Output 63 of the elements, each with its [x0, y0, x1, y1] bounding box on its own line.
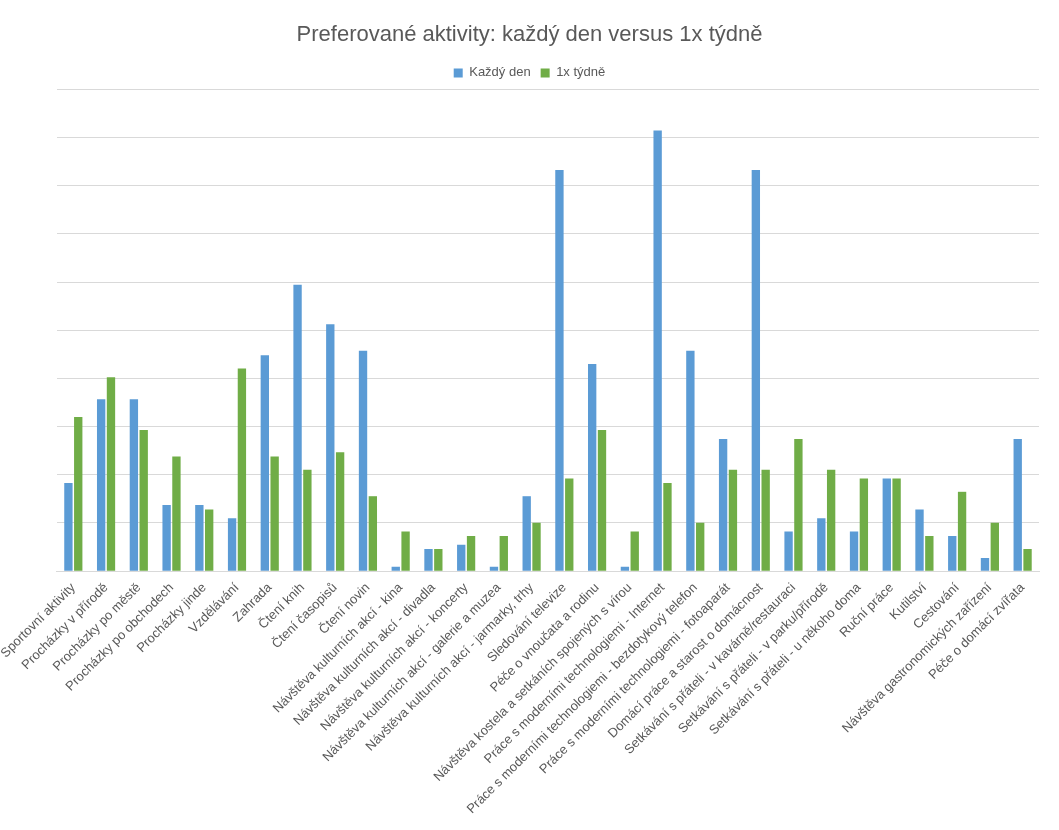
bar — [139, 430, 148, 571]
bar — [358, 350, 368, 571]
bar — [499, 535, 508, 571]
bar — [620, 566, 630, 571]
bar — [555, 170, 564, 571]
bar — [597, 430, 607, 571]
bar — [859, 478, 869, 571]
bar — [64, 482, 73, 571]
legend-label: Každý den — [469, 64, 531, 80]
bar — [980, 557, 990, 571]
bar — [335, 452, 345, 571]
bar — [303, 469, 312, 571]
bar — [925, 535, 934, 571]
bar — [489, 566, 499, 571]
bar — [849, 531, 859, 571]
bar — [794, 438, 803, 571]
bar — [817, 518, 826, 571]
bar — [391, 566, 400, 571]
bar — [293, 284, 302, 571]
bar — [457, 544, 466, 571]
bar — [565, 478, 574, 571]
bar — [892, 478, 901, 571]
bar — [696, 522, 705, 571]
bar — [162, 505, 171, 571]
bar — [522, 496, 531, 571]
bar — [106, 377, 116, 571]
bar — [326, 324, 335, 571]
bar — [1023, 549, 1032, 571]
bar — [663, 482, 672, 571]
bar — [434, 549, 443, 571]
bar — [172, 456, 181, 571]
legend-label: 1x týdně — [556, 64, 606, 80]
bar — [368, 496, 378, 571]
bar — [270, 456, 279, 571]
bar — [74, 416, 83, 571]
bar — [195, 505, 204, 571]
bar — [424, 549, 433, 571]
bar — [990, 522, 999, 571]
bar — [260, 355, 269, 571]
bar — [653, 130, 662, 571]
bar — [826, 469, 836, 571]
bar — [718, 438, 728, 571]
bar — [957, 491, 967, 571]
bar — [401, 531, 410, 571]
bar — [1013, 438, 1022, 571]
bar — [96, 399, 106, 571]
bar — [915, 509, 924, 571]
bar — [686, 350, 695, 571]
bar — [532, 522, 541, 571]
bar — [588, 363, 597, 571]
bar — [728, 469, 738, 571]
bar — [882, 478, 891, 571]
bar — [751, 170, 761, 571]
bar — [948, 535, 957, 571]
bar — [205, 509, 214, 571]
bar — [761, 469, 770, 571]
bar — [630, 531, 639, 571]
bar — [227, 518, 237, 571]
bar — [466, 535, 476, 571]
bar — [237, 368, 247, 571]
bar — [129, 399, 139, 571]
chart-title: Preferované aktivity: každý den versus 1x týdně — [296, 21, 763, 47]
bar — [784, 531, 793, 571]
